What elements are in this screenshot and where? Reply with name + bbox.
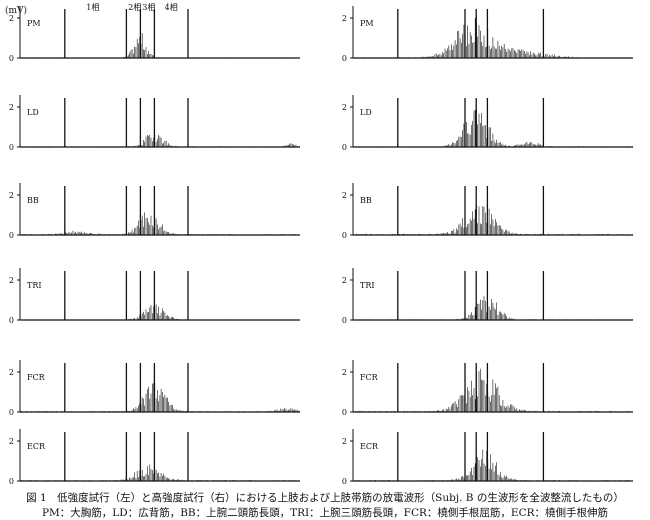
y-tick-label: 2	[9, 103, 14, 112]
emg-waveform	[352, 368, 633, 412]
y-tick-label: 0	[9, 477, 14, 486]
emg-waveform	[352, 17, 633, 58]
y-tick-label: 0	[9, 316, 14, 325]
y-tick-label: 2	[342, 103, 347, 112]
y-tick-label: 0	[9, 231, 14, 240]
muscle-label: ECR	[27, 442, 46, 451]
y-tick-label: 0	[9, 408, 14, 417]
y-tick-label: 0	[342, 231, 347, 240]
muscle-label: TRI	[360, 281, 375, 290]
emg-waveform	[19, 33, 299, 58]
y-tick-label: 2	[9, 191, 14, 200]
y-tick-label: 2	[342, 276, 347, 285]
y-tick-label: 2	[342, 191, 347, 200]
muscle-label: PM	[27, 19, 41, 28]
emg-waveform	[352, 109, 633, 147]
y-tick-label: 2	[342, 368, 347, 377]
phase-label-4: 4相	[165, 2, 178, 12]
emg-waveform	[352, 296, 633, 320]
y-tick-label: 0	[342, 477, 347, 486]
emg-waveform	[352, 449, 633, 481]
phase-label-1: 1相	[86, 2, 99, 12]
y-tick-label: 0	[342, 316, 347, 325]
y-tick-label: 0	[9, 143, 14, 152]
phase-label-2: 2相	[128, 2, 141, 12]
muscle-label: FCR	[360, 373, 379, 382]
panel-high-tri: 0 2 TRI	[342, 268, 633, 325]
panel-high-ld: 0 2 LD	[342, 95, 633, 152]
panel-low-pm: 0 2 PM	[9, 6, 300, 63]
panel-low-tri: 0 2 TRI	[9, 268, 300, 325]
figure-caption-line-2: PM：大胸筋，LD：広背筋，BB：上腕二頭筋長頭，TRI：上腕三頭筋長頭，FCR…	[41, 507, 609, 519]
figure-caption-line-1: 図 1 低強度試行（左）と高強度試行（右）における上肢および上肢帯筋の放電波形（…	[26, 492, 624, 504]
muscle-label: BB	[27, 196, 39, 205]
unit-label: (mV)	[5, 5, 27, 16]
emg-panels: 02PM02LD02BB02TRI02FCR02ECR02PM02LD02BB0…	[9, 6, 633, 486]
panel-low-ecr: 0 2 ECR	[9, 429, 300, 486]
y-tick-label: 2	[9, 368, 14, 377]
emg-waveform	[19, 382, 300, 412]
emg-waveform	[19, 134, 300, 147]
y-tick-label: 0	[9, 54, 14, 63]
y-tick-label: 0	[342, 54, 347, 63]
y-tick-label: 2	[9, 276, 14, 285]
panel-high-pm: 0 2 PM	[342, 6, 633, 63]
muscle-label: FCR	[27, 373, 46, 382]
y-tick-label: 2	[9, 14, 14, 23]
phase-labels: 1相 2相 3相 4相	[86, 2, 177, 12]
y-tick-label: 2	[342, 437, 347, 446]
phase-label-3: 3相	[142, 2, 155, 12]
muscle-label: PM	[360, 19, 374, 28]
y-tick-label: 2	[342, 14, 347, 23]
emg-waveform	[19, 464, 300, 481]
emg-waveform	[352, 205, 633, 235]
panel-high-bb: 0 2 BB	[342, 183, 633, 240]
emg-waveform	[19, 304, 300, 320]
muscle-label: TRI	[27, 281, 42, 290]
panel-high-fcr: 0 2 FCR	[342, 360, 633, 417]
panel-low-bb: 0 2 BB	[9, 183, 300, 240]
y-tick-label: 0	[342, 408, 347, 417]
y-tick-label: 2	[9, 437, 14, 446]
panel-high-ecr: 0 2 ECR	[342, 429, 633, 486]
panel-low-ld: 0 2 LD	[9, 95, 300, 152]
muscle-label: LD	[27, 108, 39, 117]
muscle-label: ECR	[360, 442, 379, 451]
muscle-label: BB	[360, 196, 372, 205]
y-tick-label: 0	[342, 143, 347, 152]
emg-waveform	[19, 212, 300, 235]
panel-low-fcr: 0 2 FCR	[9, 360, 300, 417]
muscle-label: LD	[360, 108, 372, 117]
